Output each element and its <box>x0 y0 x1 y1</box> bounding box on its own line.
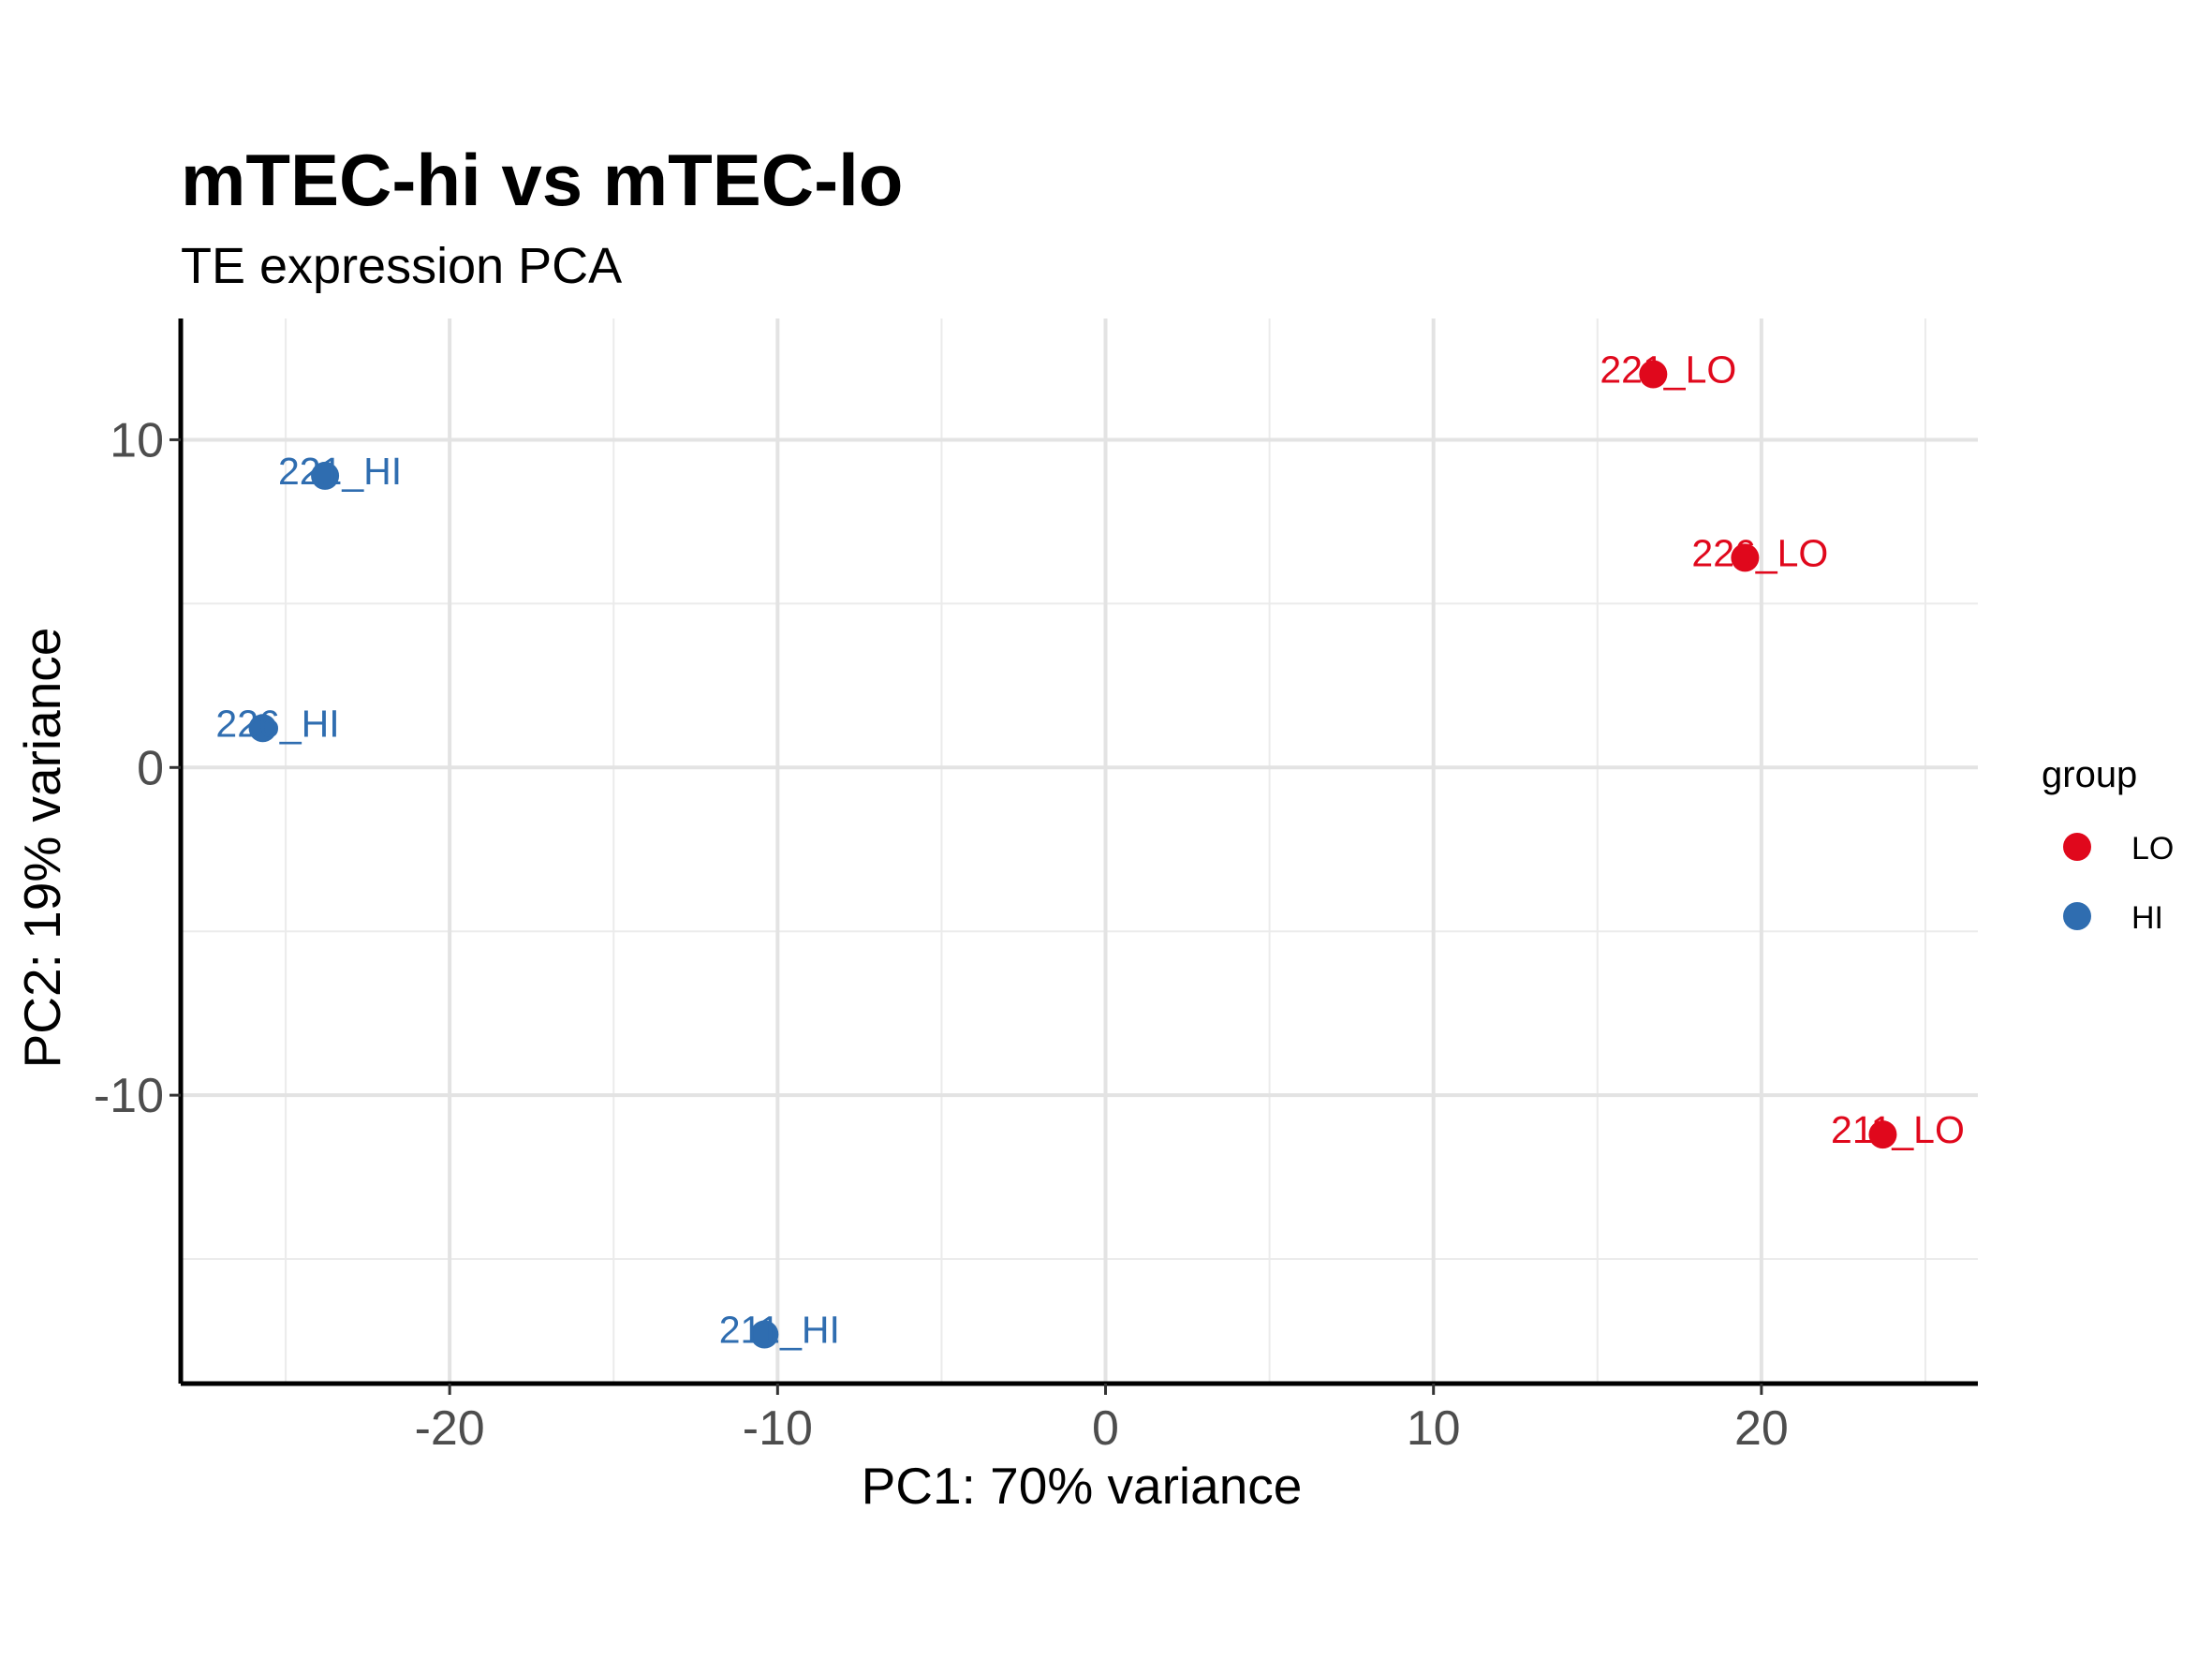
x-tick-label: -10 <box>743 1401 813 1456</box>
point-label: 226_HI <box>215 702 339 745</box>
point-226_LO <box>1731 543 1760 572</box>
axes <box>178 318 1978 1386</box>
grid-lines <box>181 318 1978 1384</box>
y-tick-label: 10 <box>110 413 164 467</box>
x-tick-label: 0 <box>1092 1401 1119 1456</box>
point-221_LO <box>1639 360 1668 389</box>
point-label: 226_LO <box>1691 531 1828 574</box>
x-axis-title: PC1: 70% variance <box>862 1457 1303 1515</box>
chart-title: mTEC-hi vs mTEC-lo <box>181 139 903 221</box>
legend-key-hi <box>2063 902 2091 930</box>
data-points: 221_LO 226_LO 211_LO 221_HI 226_HI 211_HI <box>215 348 1964 1351</box>
point-226_HI <box>248 714 277 743</box>
y-axis-title: PC2: 19% variance <box>13 628 71 1069</box>
x-tick-label: 10 <box>1407 1401 1461 1456</box>
x-tick-label: 20 <box>1734 1401 1789 1456</box>
legend: group LO HI <box>2042 754 2174 936</box>
point-211_HI <box>750 1320 779 1349</box>
y-tick-label: 0 <box>137 741 164 795</box>
legend-label-hi: HI <box>2131 900 2163 936</box>
point-label: 211_LO <box>1831 1108 1965 1151</box>
point-211_LO <box>1868 1120 1897 1149</box>
legend-label-lo: LO <box>2131 831 2174 867</box>
legend-key-lo <box>2063 833 2091 861</box>
point-label: 221_HI <box>278 450 402 493</box>
y-tick-label: -10 <box>94 1069 164 1123</box>
point-label: 211_HI <box>719 1309 840 1352</box>
chart-subtitle: TE expression PCA <box>181 238 622 294</box>
point-221_HI <box>311 461 340 490</box>
point-label: 221_LO <box>1600 348 1736 391</box>
legend-title: group <box>2042 754 2137 795</box>
x-tick-label: -20 <box>415 1401 485 1456</box>
axis-ticks: -20 -10 0 10 20 -10 0 10 <box>94 413 1789 1456</box>
